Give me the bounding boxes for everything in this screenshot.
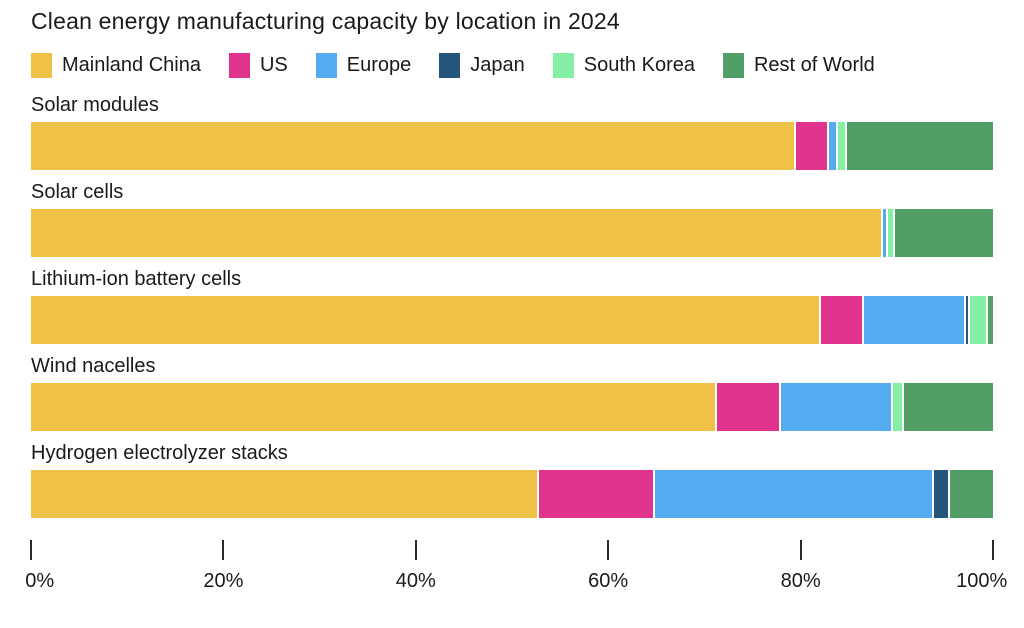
legend-label: US — [259, 54, 288, 76]
bar-segment-mainland-china — [31, 209, 883, 257]
bar-segment-us — [537, 470, 655, 518]
legend-item-japan: Japan — [439, 53, 525, 78]
axis-tick-mark — [607, 540, 610, 560]
stacked-bar — [31, 296, 993, 344]
stacked-bar — [31, 383, 993, 431]
bar-segment-south-korea — [968, 296, 988, 344]
legend-swatch-us — [228, 53, 250, 78]
bar-segment-mainland-china — [31, 296, 820, 344]
bar-rows: Solar modules Solar cells Lithium-ion batt… — [31, 94, 993, 518]
bar-segment-rest-of-world — [948, 470, 993, 518]
axis-tick-label: 40% — [395, 570, 436, 592]
bar-segment-europe — [654, 470, 934, 518]
bar-segment-south-korea — [837, 122, 846, 170]
chart-container: Clean energy manufacturing capacity by l… — [25, 8, 1007, 600]
bar-segment-south-korea — [887, 209, 894, 257]
bar-segment-us — [819, 296, 864, 344]
bar-segment-mainland-china — [31, 470, 538, 518]
bar-label: Wind nacelles — [31, 355, 156, 377]
axis-tick-label: 0% — [25, 570, 55, 592]
stacked-bar — [31, 122, 993, 170]
legend-item-south-korea: South Korea — [552, 53, 695, 78]
bar-row-hydrogen-electrolyzer-stacks: Hydrogen electrolyzer stacks — [31, 442, 993, 518]
legend-label: South Korea — [583, 54, 695, 76]
axis-tick-mark — [414, 540, 417, 560]
bar-segment-mainland-china — [31, 122, 795, 170]
x-axis: 0% 20% 40% 60% 80% 100% — [25, 540, 1007, 600]
bar-segment-rest-of-world — [902, 383, 993, 431]
legend-swatch-japan — [439, 53, 461, 78]
stacked-bar — [31, 209, 993, 257]
bar-segment-europe — [827, 122, 838, 170]
bar-segment-mainland-china — [31, 383, 716, 431]
axis-tick-label: 100% — [956, 570, 1008, 592]
legend-item-mainland-china: Mainland China — [31, 53, 201, 78]
legend-swatch-mainland-china — [31, 53, 52, 78]
bar-segment-rest-of-world — [987, 296, 993, 344]
legend: Mainland China US Europe Japan South Korea Re… — [31, 53, 993, 78]
axis-tick-mark — [222, 540, 225, 560]
bar-label: Solar modules — [31, 94, 159, 116]
axis-tick-mark — [799, 540, 802, 560]
bar-row-solar-modules: Solar modules — [31, 94, 993, 170]
legend-swatch-south-korea — [552, 53, 574, 78]
axis-tick-mark — [992, 540, 994, 560]
bar-segment-europe — [882, 209, 888, 257]
bar-segment-japan — [933, 470, 949, 518]
legend-item-europe: Europe — [315, 53, 412, 78]
bar-row-lithium-ion-battery-cells: Lithium-ion battery cells — [31, 268, 993, 344]
bar-segment-us — [715, 383, 781, 431]
axis-tick-label: 60% — [588, 570, 629, 592]
legend-label: Japan — [470, 54, 525, 76]
axis-tick-mark — [30, 540, 32, 560]
bar-segment-europe — [863, 296, 966, 344]
bar-segment-europe — [780, 383, 892, 431]
bar-label: Hydrogen electrolyzer stacks — [31, 442, 288, 464]
axis-tick-label: 80% — [780, 570, 821, 592]
legend-swatch-rest-of-world — [722, 53, 744, 78]
bar-label: Lithium-ion battery cells — [31, 268, 242, 290]
bar-segment-us — [794, 122, 828, 170]
stacked-bar — [31, 470, 993, 518]
bar-segment-japan — [965, 296, 969, 344]
bar-label: Solar cells — [31, 181, 124, 203]
bar-segment-rest-of-world — [893, 209, 993, 257]
bar-row-wind-nacelles: Wind nacelles — [31, 355, 993, 431]
legend-swatch-europe — [315, 53, 337, 78]
legend-item-us: US — [228, 53, 288, 78]
bar-segment-rest-of-world — [845, 122, 993, 170]
legend-label: Rest of World — [753, 54, 875, 76]
bar-segment-south-korea — [891, 383, 903, 431]
chart-title: Clean energy manufacturing capacity by l… — [31, 8, 620, 34]
bar-row-solar-cells: Solar cells — [31, 181, 993, 257]
axis-tick-label: 20% — [203, 570, 244, 592]
legend-item-rest-of-world: Rest of World — [722, 53, 875, 78]
legend-label: Mainland China — [62, 54, 201, 76]
legend-label: Europe — [346, 54, 412, 76]
